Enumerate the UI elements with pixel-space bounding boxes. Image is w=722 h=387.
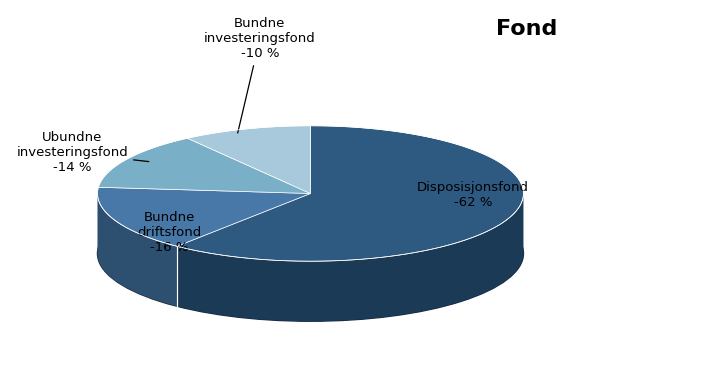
Ellipse shape (97, 186, 523, 321)
Polygon shape (177, 194, 523, 321)
Text: Ubundne
investeringsfond
-14 %: Ubundne investeringsfond -14 % (17, 131, 149, 175)
Polygon shape (177, 126, 523, 261)
Text: Fond: Fond (496, 19, 558, 39)
Text: Bundne
driftsfond
-16 %: Bundne driftsfond -16 % (138, 211, 201, 254)
Polygon shape (97, 194, 177, 306)
Text: Bundne
investeringsfond
-10 %: Bundne investeringsfond -10 % (204, 17, 316, 133)
Polygon shape (98, 138, 310, 194)
Polygon shape (97, 187, 310, 246)
Text: Disposisjonsfond
-62 %: Disposisjonsfond -62 % (417, 182, 529, 209)
Polygon shape (188, 126, 310, 194)
